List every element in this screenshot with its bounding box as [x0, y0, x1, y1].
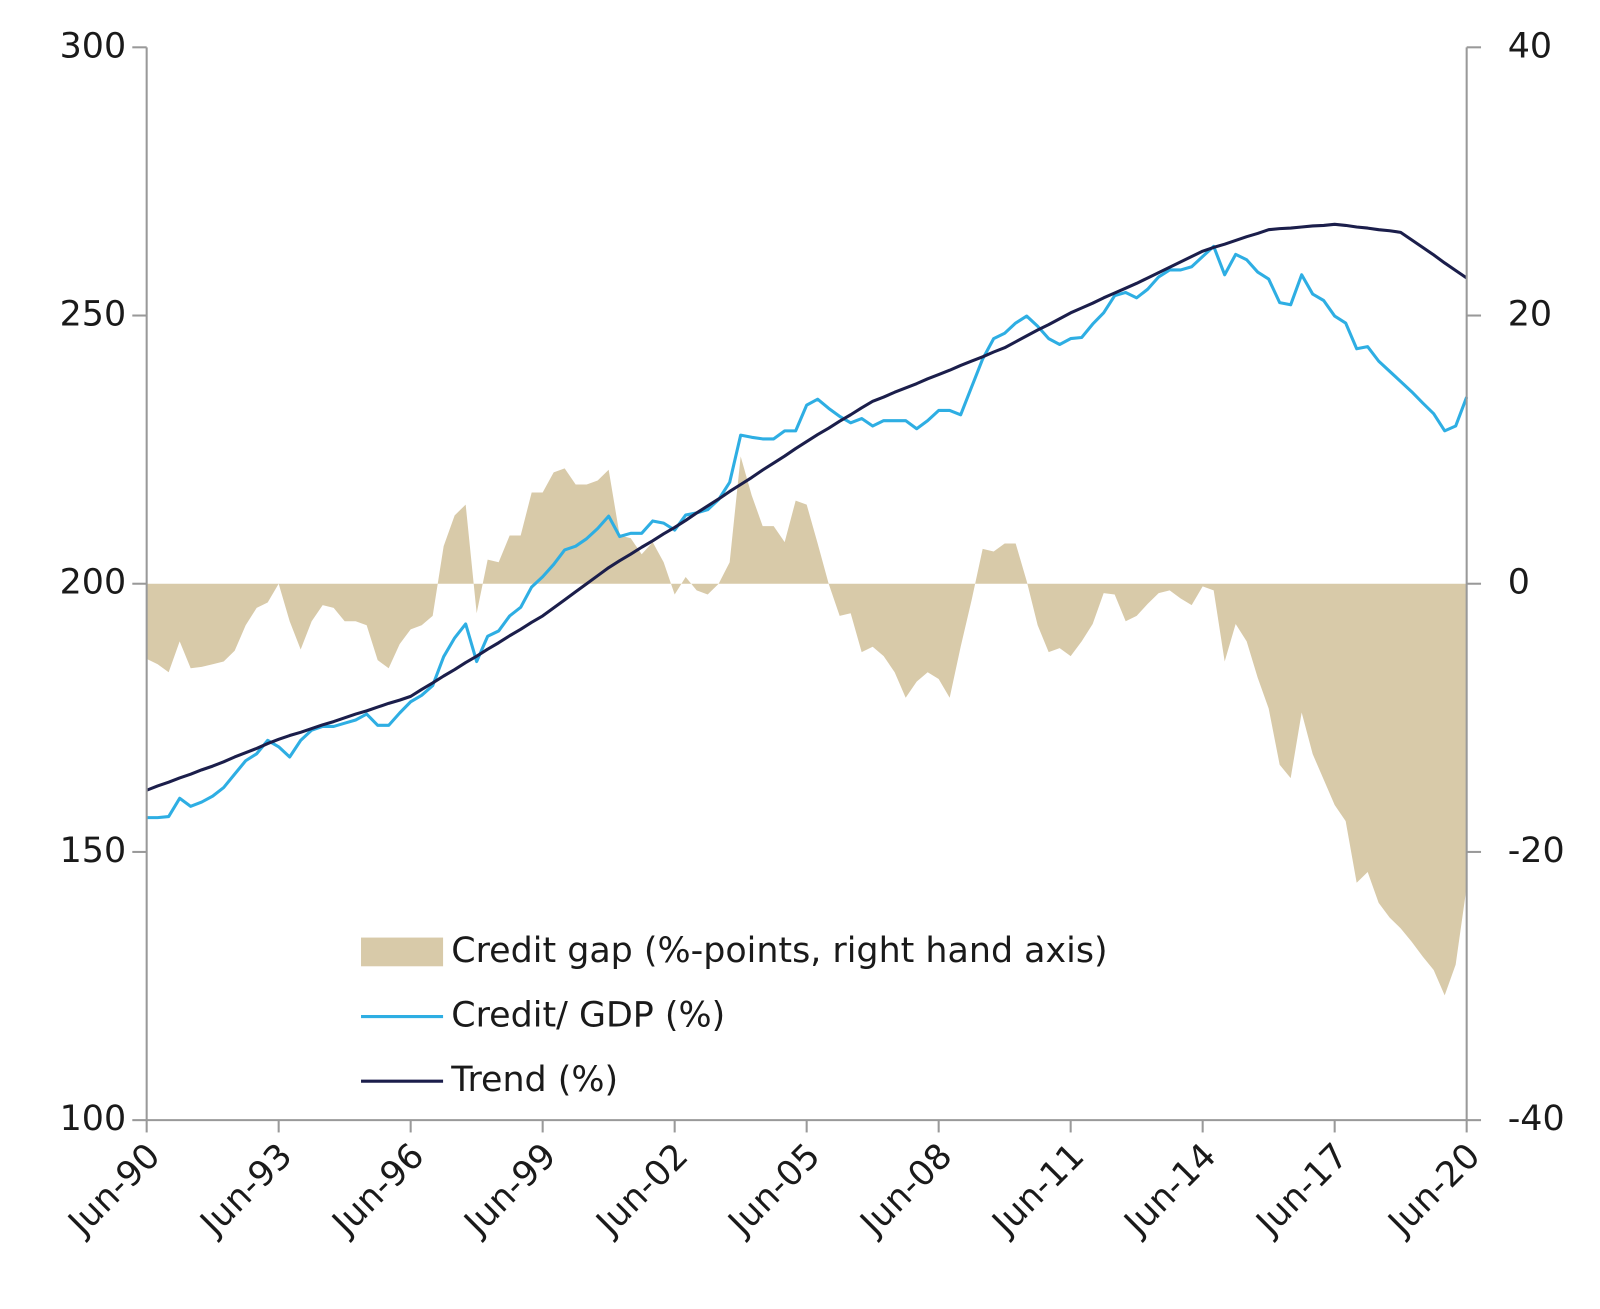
x-tick-label: Jun-17	[1248, 1136, 1356, 1244]
x-tick-label: Jun-14	[1116, 1136, 1224, 1244]
x-tick-label: Jun-11	[984, 1136, 1092, 1244]
x-tick-label: Jun-90	[60, 1136, 168, 1244]
y-tick-label: 150	[60, 831, 127, 871]
line	[146, 244, 1469, 820]
legend-label: Credit/ GDP (%)	[451, 996, 725, 1036]
y2-tick-label: 0	[1508, 563, 1530, 603]
line	[146, 222, 1468, 792]
y2-tick-label: 40	[1508, 26, 1552, 66]
y-tick-label: 200	[60, 563, 127, 603]
x-tick-label: Jun-93	[192, 1136, 300, 1244]
legend-swatch	[361, 937, 444, 967]
area	[146, 456, 1467, 996]
y2-tick-label: -40	[1508, 1099, 1565, 1139]
legend-label: Credit gap (%-points, right hand axis)	[451, 931, 1107, 971]
y-tick-label: 100	[60, 1099, 127, 1139]
y-tick-label: 250	[60, 295, 127, 335]
y2-tick-label: -20	[1508, 831, 1565, 871]
legend-label: Trend (%)	[450, 1060, 618, 1100]
x-tick-label: Jun-20	[1380, 1136, 1488, 1244]
x-tick-label: Jun-99	[456, 1136, 564, 1244]
x-tick-label: Jun-96	[324, 1136, 432, 1244]
x-tick-label: Jun-08	[852, 1136, 960, 1244]
y2-tick-label: 20	[1508, 295, 1552, 335]
x-tick-label: Jun-05	[720, 1136, 828, 1244]
x-tick-label: Jun-02	[588, 1136, 696, 1244]
y-tick-label: 300	[60, 26, 127, 66]
